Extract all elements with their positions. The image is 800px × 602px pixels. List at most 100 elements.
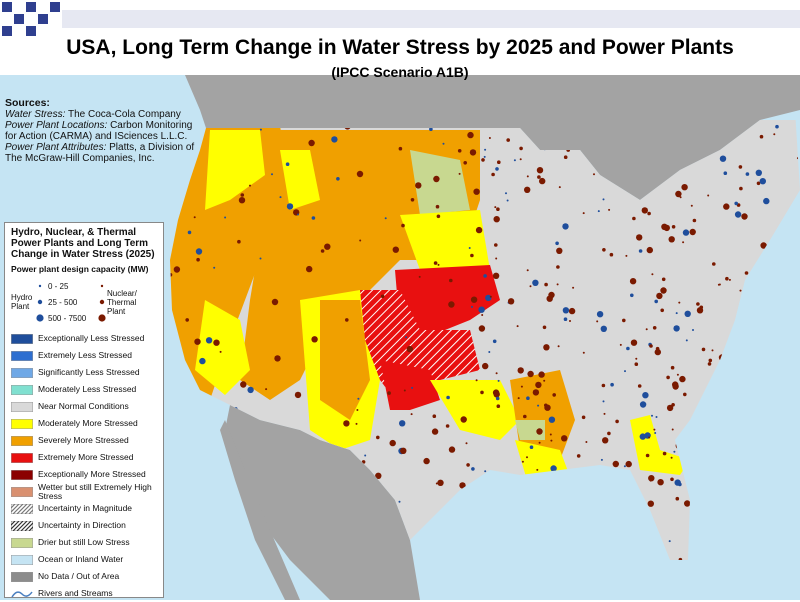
hatch-line xyxy=(11,503,20,513)
hydro-plant xyxy=(563,317,568,322)
thermal-plant xyxy=(311,336,318,343)
thermal-plant xyxy=(345,318,349,322)
thermal-plant xyxy=(481,158,485,162)
legend-swatch xyxy=(11,418,33,429)
thermal-plant xyxy=(240,381,247,388)
hatch-line xyxy=(20,503,32,514)
hydro-plant xyxy=(259,257,262,260)
thermal-plant xyxy=(563,155,568,159)
thermal-plant xyxy=(271,298,279,306)
hydro-plant xyxy=(626,346,630,351)
thermal-plant xyxy=(537,175,541,179)
thermal-plant xyxy=(431,428,439,435)
thermal-plant xyxy=(744,271,749,275)
thermal-plant xyxy=(684,500,691,507)
thermal-plant xyxy=(497,160,501,164)
hydro-plant xyxy=(775,124,779,129)
thermal-plant xyxy=(521,460,524,463)
legend-swatch xyxy=(11,350,33,361)
swatch-fill xyxy=(11,384,33,395)
thermal-plant xyxy=(492,272,500,279)
thermal-plant xyxy=(491,172,495,177)
thermal-plant xyxy=(519,158,522,161)
legend-swatch xyxy=(11,435,33,446)
hydro-plant xyxy=(600,325,607,332)
legend-item: Near Normal Conditions xyxy=(11,398,157,415)
river-symbol xyxy=(11,590,33,597)
hydro-plant xyxy=(624,370,626,373)
hydro-plant xyxy=(562,223,569,230)
thermal-plant xyxy=(632,216,636,221)
thermal-plant xyxy=(410,413,413,416)
thermal-symbol xyxy=(98,314,106,322)
legend-swatch xyxy=(11,590,33,597)
thermal-plant xyxy=(475,379,478,382)
legend-item: Severely More Stressed xyxy=(11,432,157,449)
legend-label: Extremely More Stressed xyxy=(38,452,134,462)
swatch-fill xyxy=(11,571,33,582)
hatch-line xyxy=(24,521,33,531)
hydro-plant xyxy=(331,136,338,143)
sources-heading: Sources: xyxy=(5,97,50,109)
thermal-plant xyxy=(517,367,524,374)
legend-label: Exceptionally More Stressed xyxy=(38,469,146,479)
legend-label: Significantly Less Stressed xyxy=(38,367,140,377)
thermal-plant xyxy=(682,241,685,244)
hydro-plant xyxy=(655,416,658,418)
thermal-plant xyxy=(249,184,251,187)
mexico xyxy=(225,405,420,600)
thermal-plant xyxy=(676,373,679,376)
legend-label: No Data / Out of Area xyxy=(38,571,120,581)
thermal-plant xyxy=(739,289,742,292)
thermal-plant xyxy=(529,285,532,288)
thermal-plant xyxy=(569,320,571,322)
hydro-plant xyxy=(488,351,491,353)
hydro-plant xyxy=(398,500,401,503)
thermal-plant xyxy=(463,161,468,165)
thermal-plant xyxy=(466,463,470,467)
thermal-symbol xyxy=(100,284,104,288)
hydro-plant xyxy=(755,169,762,176)
thermal-plant xyxy=(392,246,399,253)
hatch-line xyxy=(16,503,28,514)
thermal-plant xyxy=(572,286,575,289)
hydro-plant xyxy=(224,216,227,219)
thermal-plant xyxy=(568,307,576,315)
thermal-plant xyxy=(741,213,748,220)
thermal-plant xyxy=(689,228,696,236)
source-item: Water Stress: The Coca-Cola Company xyxy=(5,109,205,120)
thermal-plant xyxy=(576,454,581,458)
legend-label: Rivers and Streams xyxy=(38,588,113,598)
thermal-plant xyxy=(406,345,413,353)
thermal-label: Nuclear/ Thermal Plant xyxy=(107,288,137,316)
thermal-plant xyxy=(675,496,680,501)
thermal-plant xyxy=(324,243,331,250)
hydro-plant xyxy=(654,299,658,304)
legend-label: Extremely Less Stressed xyxy=(38,350,133,360)
thermal-plant xyxy=(649,344,653,348)
hydro-dot xyxy=(37,299,43,305)
thermal-plant xyxy=(696,302,700,306)
thermal-plant xyxy=(670,365,675,370)
thermal-plant xyxy=(495,372,498,375)
thermal-plant xyxy=(625,254,628,257)
thermal-plant xyxy=(460,416,467,423)
thermal-plant xyxy=(707,362,712,366)
thermal-plant xyxy=(496,404,501,409)
thermal-plant xyxy=(690,204,693,207)
swatch-fill xyxy=(11,435,33,446)
thermal-plant xyxy=(679,196,682,199)
thermal-plant xyxy=(445,424,450,428)
swatch-fill xyxy=(11,367,33,378)
thermal-plant xyxy=(401,223,405,228)
thermal-plant xyxy=(607,431,611,436)
hydro-plant xyxy=(195,248,203,255)
thermal-plant xyxy=(717,283,720,286)
thermal-plant xyxy=(294,391,302,399)
thermal-plant xyxy=(457,149,462,153)
thermal-plant xyxy=(756,181,761,186)
source-list: Water Stress: The Coca-Cola Company Power… xyxy=(5,109,205,164)
hydro-plant xyxy=(529,445,534,450)
thermal-plant xyxy=(557,345,560,348)
thermal-plant xyxy=(194,338,201,345)
